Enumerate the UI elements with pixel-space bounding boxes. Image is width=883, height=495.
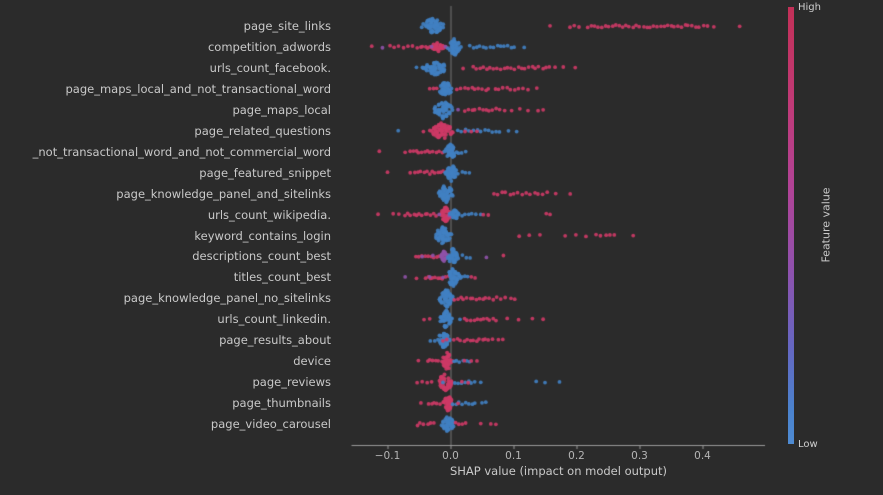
feature-label: page_featured_snippet <box>199 165 331 180</box>
feature-label: keyword_contains_login <box>194 228 331 243</box>
feature-label: descriptions_count_best <box>192 249 331 264</box>
feature-label: page_results_about <box>219 333 331 348</box>
x-tick-label: 0.2 <box>568 450 585 462</box>
feature-label: page_video_carousel <box>210 417 331 432</box>
feature-label: device <box>293 354 331 369</box>
colorbar-high-label: High <box>798 2 821 13</box>
x-tick-label: −0.1 <box>374 450 401 462</box>
feature-label: competition_adwords <box>207 39 331 54</box>
feature-label: page_reviews <box>252 375 332 390</box>
colorbar-axis-label: Feature value <box>819 187 833 263</box>
x-tick-label: 0.3 <box>631 450 648 462</box>
feature-label: urls_count_wikipedia. <box>207 207 331 222</box>
feature-label: page_knowledge_panel_and_sitelinks <box>116 186 331 201</box>
x-axis-title: SHAP value (impact on model output) <box>449 464 668 478</box>
feature-label: urls_count_facebook. <box>209 60 331 75</box>
feature-label: page_related_questions <box>194 123 331 138</box>
x-tick-label: 0.0 <box>442 450 459 462</box>
x-tick-label: 0.4 <box>694 450 711 462</box>
feature-value-colorbar <box>788 7 794 444</box>
feature-label: _not_transactional_word_and_not_commerci… <box>32 144 331 159</box>
feature-label: titles_count_best <box>233 270 331 285</box>
feature-label: page_knowledge_panel_no_sitelinks <box>123 291 331 306</box>
feature-label: urls_count_linkedin. <box>217 312 331 327</box>
feature-label: page_maps_local <box>232 102 331 117</box>
x-tick-label: 0.1 <box>505 450 522 462</box>
feature-label: page_thumbnails <box>232 396 331 411</box>
colorbar-low-label: Low <box>798 439 818 450</box>
feature-label: page_site_links <box>243 19 331 33</box>
feature-label: page_maps_local_and_not_transactional_wo… <box>65 81 332 96</box>
